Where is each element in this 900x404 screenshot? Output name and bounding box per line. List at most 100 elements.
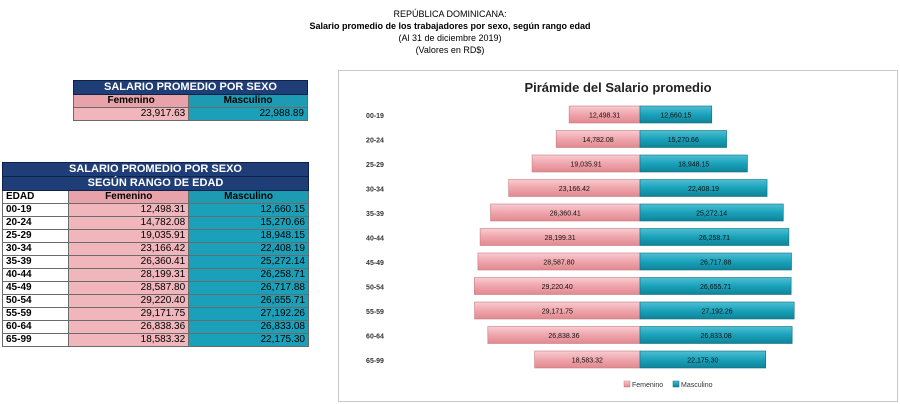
table-row: 55-59 29,171.75 27,192.26 <box>1 307 309 321</box>
female-data-label: 28,199.31 <box>544 235 575 242</box>
male-value-cell: 26,655.71 <box>188 294 309 308</box>
female-value-cell: 18,583.32 <box>68 333 190 347</box>
age-tick-label: 00-19 <box>366 113 384 120</box>
table-row: 35-39 26,360.41 25,272.14 <box>1 255 309 269</box>
male-bar <box>639 105 713 124</box>
male-value-cell: 26,717.88 <box>188 281 309 295</box>
chart-title: Pirámide del Salario promedio <box>524 80 711 95</box>
male-value-cell: 18,948.15 <box>188 229 309 243</box>
male-bar <box>639 326 793 344</box>
col-header-male: Masculino <box>188 94 308 108</box>
male-data-label: 12,660.15 <box>660 113 691 120</box>
female-data-label: 28,587.80 <box>543 260 574 267</box>
header-subtitle: Salario promedio de los trabajadores por… <box>309 21 591 31</box>
female-value-cell: 29,220.40 <box>68 294 190 308</box>
table-row: 45-49 28,587.80 26,717.88 <box>1 281 309 295</box>
female-value-cell: 12,498.31 <box>68 203 190 217</box>
age-tick-label: 55-59 <box>366 309 384 316</box>
age-cell: 65-99 <box>1 333 70 347</box>
header-date: (Al 31 de diciembre 2019) <box>398 33 502 43</box>
col-header-male: Masculino <box>188 190 309 204</box>
female-average-value: 23,917.63 <box>72 107 190 121</box>
male-value-cell: 25,272.14 <box>188 255 309 269</box>
age-tick-label: 25-29 <box>366 162 384 169</box>
male-data-label: 18,948.15 <box>678 162 709 169</box>
male-average-value: 22,988.89 <box>188 107 308 121</box>
male-bar <box>639 252 792 271</box>
female-data-label: 14,782.08 <box>583 137 614 144</box>
salary-by-sex-title: SALARIO PROMEDIO POR SEXO <box>73 80 308 95</box>
male-data-label: 26,258.71 <box>699 235 730 242</box>
age-tick-label: 60-64 <box>366 334 384 341</box>
female-data-label: 26,360.41 <box>550 211 581 218</box>
female-data-label: 26,838.36 <box>548 333 579 340</box>
salary-by-age-table: SALARIO PROMEDIO POR SEXO SEGÚN RANGO DE… <box>1 162 309 347</box>
male-data-label: 22,175.30 <box>687 358 718 365</box>
age-cell: 20-24 <box>1 216 70 230</box>
male-data-label: 25,272.14 <box>696 211 727 218</box>
male-value-cell: 22,175.30 <box>188 333 309 347</box>
male-value-cell: 12,660.15 <box>188 203 309 217</box>
age-tick-label: 40-44 <box>366 236 384 243</box>
female-value-cell: 28,199.31 <box>68 268 190 282</box>
female-value-cell: 26,360.41 <box>68 255 190 269</box>
table-row: 60-64 26,838.36 26,833.08 <box>1 320 309 334</box>
age-tick-label: 45-49 <box>366 260 384 267</box>
table-row: 25-29 19,035.91 18,948.15 <box>1 229 309 243</box>
age-cell: 45-49 <box>1 281 70 295</box>
salary-by-sex-table: SALARIO PROMEDIO POR SEXO Femenino Mascu… <box>72 80 308 121</box>
male-value-cell: 22,408.19 <box>188 242 309 256</box>
age-tick-label: 65-99 <box>366 358 384 365</box>
age-cell: 55-59 <box>1 307 70 321</box>
female-value-cell: 28,587.80 <box>68 281 190 295</box>
female-data-label: 19,035.91 <box>570 162 601 169</box>
male-data-label: 26,833.08 <box>700 333 731 340</box>
male-data-label: 26,655.71 <box>700 284 731 291</box>
table-row: 65-99 18,583.32 22,175.30 <box>1 333 309 347</box>
male-value-cell: 26,258.71 <box>188 268 309 282</box>
male-bar <box>639 301 795 320</box>
female-data-label: 23,166.42 <box>559 186 590 193</box>
female-value-cell: 26,838.36 <box>68 320 190 334</box>
male-data-label: 15,270.66 <box>668 137 699 144</box>
salary-by-age-title-2: SEGÚN RANGO DE EDAD <box>2 176 309 191</box>
female-value-cell: 23,166.42 <box>68 242 190 256</box>
male-data-label: 26,717.88 <box>700 260 731 267</box>
male-value-cell: 15,270.66 <box>188 216 309 230</box>
legend-label-female: Femenino <box>632 382 663 389</box>
age-cell: 40-44 <box>1 268 70 282</box>
female-data-label: 29,171.75 <box>542 309 573 316</box>
pyramid-chart-svg: Pirámide del Salario promedio 00-19 12,49… <box>366 80 795 389</box>
male-bar <box>639 203 784 222</box>
male-bar <box>639 154 748 173</box>
header-units: (Valores en RD$) <box>415 45 485 55</box>
female-value-cell: 19,035.91 <box>68 229 190 243</box>
legend-swatch-male <box>672 380 680 388</box>
age-tick-label: 35-39 <box>366 211 384 218</box>
table-row: 40-44 28,199.31 26,258.71 <box>1 268 309 282</box>
age-tick-label: 20-24 <box>366 138 384 145</box>
col-header-female: Femenino <box>68 190 190 204</box>
age-tick-label: 30-34 <box>366 187 384 194</box>
col-header-female: Femenino <box>72 94 190 108</box>
age-cell: 25-29 <box>1 229 70 243</box>
legend-swatch-female <box>623 380 631 388</box>
male-value-cell: 26,833.08 <box>188 320 309 334</box>
female-data-label: 18,583.32 <box>572 358 603 365</box>
header-country: REPÚBLICA DOMINICANA: <box>393 9 507 19</box>
table-row: 00-19 12,498.31 12,660.15 <box>1 203 309 217</box>
male-bar <box>639 350 767 369</box>
legend-label-male: Masculino <box>681 382 713 389</box>
salary-by-age-title-1: SALARIO PROMEDIO POR SEXO <box>2 162 309 177</box>
report-header: REPÚBLICA DOMINICANA: Salario promedio d… <box>300 8 600 56</box>
table-row: 20-24 14,782.08 15,270.66 <box>1 216 309 230</box>
female-data-label: 29,220.40 <box>542 284 573 291</box>
male-value-cell: 27,192.26 <box>188 307 309 321</box>
age-cell: 00-19 <box>1 203 70 217</box>
male-bar <box>639 277 792 295</box>
age-cell: 60-64 <box>1 320 70 334</box>
age-cell: 35-39 <box>1 255 70 269</box>
male-data-label: 22,408.19 <box>688 186 719 193</box>
female-value-cell: 29,171.75 <box>68 307 190 321</box>
age-tick-label: 50-54 <box>366 285 384 292</box>
